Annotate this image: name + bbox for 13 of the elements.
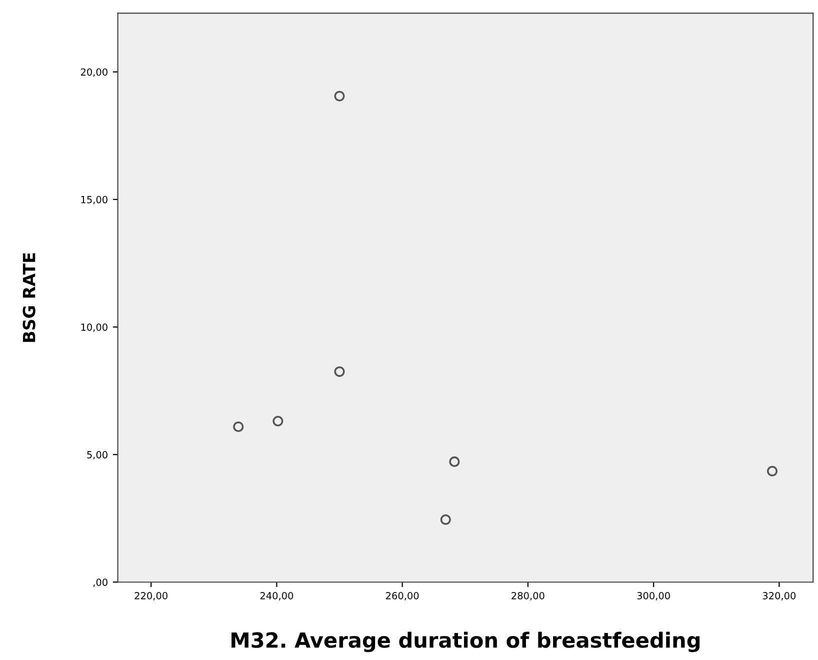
x-tick-label: 300,00 (637, 592, 670, 600)
y-tick-label: ,00 (93, 578, 108, 587)
x-tick-label: 220,00 (134, 592, 168, 600)
y-tick-label: 10,00 (81, 323, 108, 332)
x-tick-label: 240,00 (260, 592, 294, 600)
x-tick-label: 280,00 (512, 592, 544, 600)
x-axis-title: M32. Average duration of breastfeeding (232, 632, 700, 652)
x-tick-label: 260,00 (386, 592, 419, 600)
x-tick-label: 320,00 (762, 592, 796, 600)
y-tick-label: 20,00 (80, 68, 108, 77)
y-tick-label: 5,00 (87, 451, 108, 460)
y-axis-title: BSG RATE (22, 253, 36, 342)
y-tick-label: 15,00 (81, 196, 108, 204)
